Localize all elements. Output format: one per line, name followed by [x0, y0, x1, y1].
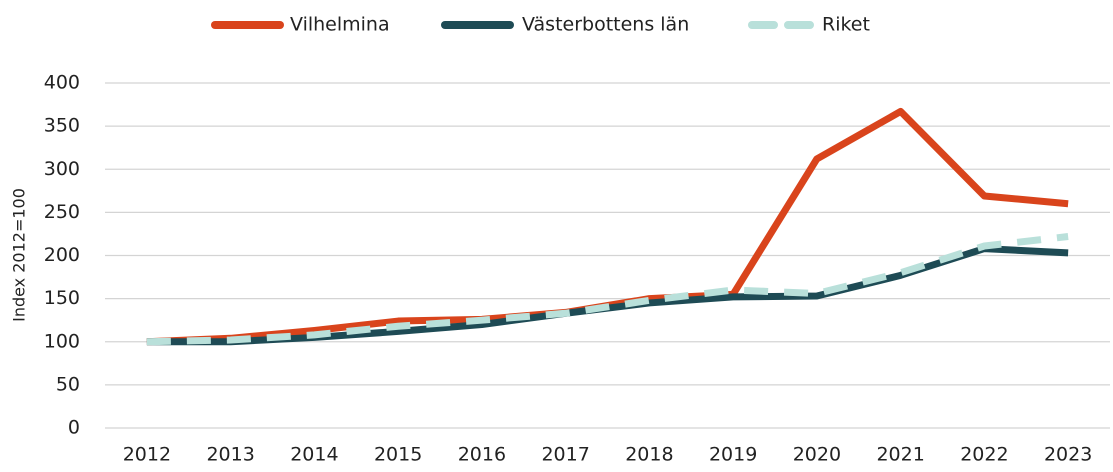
y-tick-label: 400: [44, 72, 80, 94]
y-tick-label: 100: [44, 330, 80, 352]
x-tick-label: 2023: [1044, 444, 1092, 466]
series-line: [146, 233, 1069, 346]
x-tick-label: 2016: [458, 444, 506, 466]
y-tick-label: 300: [44, 158, 80, 180]
series-line: [146, 245, 1069, 346]
y-tick-label: 250: [44, 201, 80, 223]
x-tick-label: 2015: [374, 444, 422, 466]
y-tick-label: 150: [44, 287, 80, 309]
x-tick-label: 2017: [541, 444, 589, 466]
legend-label: Vilhelmina: [290, 14, 390, 36]
x-tick-label: 2013: [206, 444, 254, 466]
y-tick-label: 0: [68, 417, 80, 439]
y-axis-label: Index 2012=100: [10, 188, 29, 322]
x-tick-label: 2021: [876, 444, 924, 466]
x-tick-label: 2020: [793, 444, 841, 466]
x-tick-label: 2019: [709, 444, 757, 466]
legend-label: Riket: [822, 14, 870, 36]
x-tick-label: 2014: [290, 444, 338, 466]
y-tick-label: 350: [44, 115, 80, 137]
x-tick-label: 2022: [960, 444, 1008, 466]
legend-label: Västerbottens län: [522, 14, 689, 36]
x-tick-label: 2012: [123, 444, 171, 466]
y-tick-label: 200: [44, 244, 80, 266]
y-tick-label: 50: [56, 373, 80, 395]
x-tick-label: 2018: [625, 444, 673, 466]
